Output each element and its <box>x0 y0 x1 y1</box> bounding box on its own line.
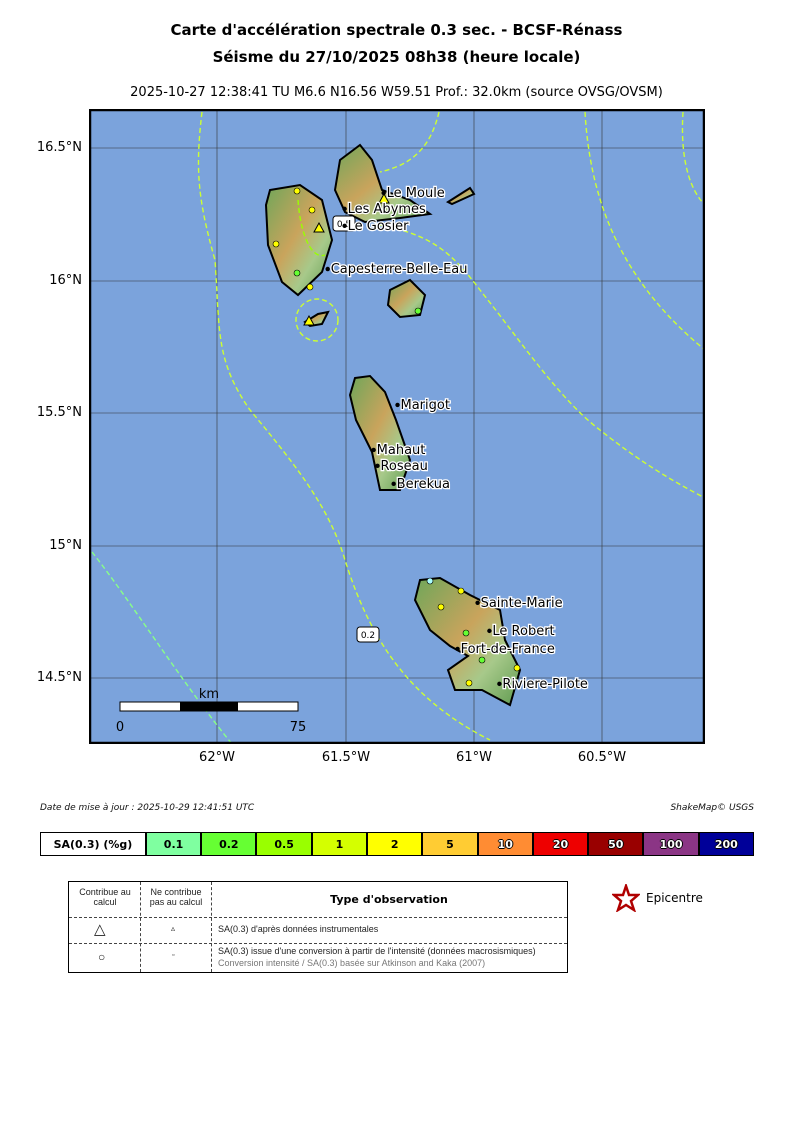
city-marker <box>381 190 386 196</box>
city-marker <box>325 266 330 272</box>
station-dot <box>465 679 473 687</box>
contours <box>91 111 705 744</box>
station-dot <box>306 283 314 291</box>
city-label: Capesterre-Belle-Eau <box>331 262 468 277</box>
city-label: Sainte-Marie <box>481 596 563 611</box>
city-marker <box>497 681 502 687</box>
star-icon <box>612 884 640 912</box>
colorbar-label: SA(0.3) (%g) <box>41 833 145 855</box>
scale-unit: km <box>199 687 219 702</box>
colorbar-bin: 10 <box>476 833 532 855</box>
col-type: Type d'observation <box>330 893 448 906</box>
lon-label: 61°W <box>456 750 492 765</box>
credit: ShakeMap© USGS <box>670 803 754 813</box>
circle-large-icon: ○ <box>98 950 106 964</box>
city-label: Riviere-Pilote <box>502 677 588 692</box>
station-triangle <box>303 314 315 326</box>
station-dot <box>513 664 521 672</box>
city-marker <box>395 402 400 408</box>
colorbar-bin: 100 <box>642 833 698 855</box>
station-dot <box>308 206 316 214</box>
circle-small-icon: ▫ <box>172 952 175 959</box>
grande-terre-island <box>333 143 433 224</box>
title-line1: Carte d'accélération spectrale 0.3 sec. … <box>170 21 623 39</box>
colorbar-bin: 0.1 <box>144 833 201 855</box>
city-label: Les Abymes <box>348 202 426 217</box>
col-contributes: Contribue au calcul <box>79 887 131 907</box>
row-macroseismic-note: Conversion intensité / SA(0.3) basée sur… <box>218 958 486 968</box>
title-line2: Séisme du 27/10/2025 08h38 (heure locale… <box>212 48 581 66</box>
lat-label: 15°N <box>49 538 82 553</box>
event-subtitle: 2025-10-27 12:38:41 TU M6.6 N16.56 W59.5… <box>130 85 663 100</box>
city-label: Marigot <box>401 398 450 413</box>
triangle-small-icon: ▵ <box>171 924 176 933</box>
observation-legend: Contribue au calcul Ne contribue pas au … <box>68 881 568 973</box>
station-dot <box>426 577 434 585</box>
lat-label: 16.5°N <box>36 140 82 155</box>
scale-min: 0 <box>116 720 124 735</box>
station-dot <box>272 240 280 248</box>
contour-label: 0.2 <box>361 631 375 641</box>
epicentre-legend: Epicentre <box>612 884 703 912</box>
city-label: Berekua <box>397 477 450 492</box>
stations[interactable] <box>272 187 521 687</box>
station-dot <box>293 269 301 277</box>
sa-colorbar: SA(0.3) (%g) 0.1 0.2 0.5 1 2 5 10 20 50 100 200 <box>40 832 754 856</box>
city-marker <box>391 481 396 487</box>
colorbar-bin: 0.5 <box>255 833 311 855</box>
colorbar-bin: 50 <box>587 833 643 855</box>
station-dot <box>478 656 486 664</box>
update-date: Date de mise à jour : 2025-10-29 12:41:5… <box>40 803 255 813</box>
row-instrumental: SA(0.3) d'après données instrumentales <box>218 924 379 934</box>
city-label: Le Moule <box>387 186 445 201</box>
city-marker <box>342 223 347 229</box>
city-marker <box>342 206 347 212</box>
city-label: Roseau <box>380 459 427 474</box>
lon-label: 62°W <box>199 750 235 765</box>
triangle-large-icon: △ <box>94 921 106 938</box>
epicentre-label: Epicentre <box>646 891 703 905</box>
city-marker <box>375 463 380 469</box>
lat-label: 14.5°N <box>36 670 82 685</box>
colorbar-bin: 200 <box>697 833 753 855</box>
row-macroseismic: SA(0.3) issue d'une conversion à partir … <box>218 946 536 956</box>
col-not-contributes: Ne contribue pas au calcul <box>149 887 203 907</box>
station-triangle <box>313 221 325 233</box>
scale-max: 75 <box>290 720 307 735</box>
station-dot <box>462 629 470 637</box>
station-dot <box>293 187 301 195</box>
graticule <box>89 109 705 744</box>
station-dot <box>414 307 422 315</box>
colorbar-bin: 1 <box>310 833 367 855</box>
city-label: Mahaut <box>377 443 426 458</box>
dominica-island <box>348 374 412 491</box>
city-marker <box>487 628 492 634</box>
desirade-island <box>445 186 476 206</box>
city-label: Fort-de-France <box>461 642 555 657</box>
colorbar-bin: 5 <box>421 833 477 855</box>
basse-terre-island <box>264 183 334 297</box>
city-marker <box>455 646 460 652</box>
city-label: Le Robert <box>492 624 554 639</box>
station-dot <box>457 587 465 595</box>
city-marker <box>475 600 480 606</box>
colorbar-bin: 20 <box>531 833 588 855</box>
city-label: Le Gosier <box>348 219 410 234</box>
colorbar-bin: 2 <box>366 833 422 855</box>
marie-galante-island <box>386 278 427 319</box>
lat-label: 15.5°N <box>36 405 82 420</box>
city-marker <box>371 447 376 453</box>
scale-bar: km 0 75 <box>116 687 306 735</box>
lon-label: 61.5°W <box>321 750 371 765</box>
colorbar-bin: 0.2 <box>200 833 256 855</box>
lat-label: 16°N <box>49 273 82 288</box>
station-dot <box>437 603 445 611</box>
station-triangle <box>378 192 390 204</box>
lon-label: 60.5°W <box>577 750 627 765</box>
map-frame <box>89 109 705 744</box>
